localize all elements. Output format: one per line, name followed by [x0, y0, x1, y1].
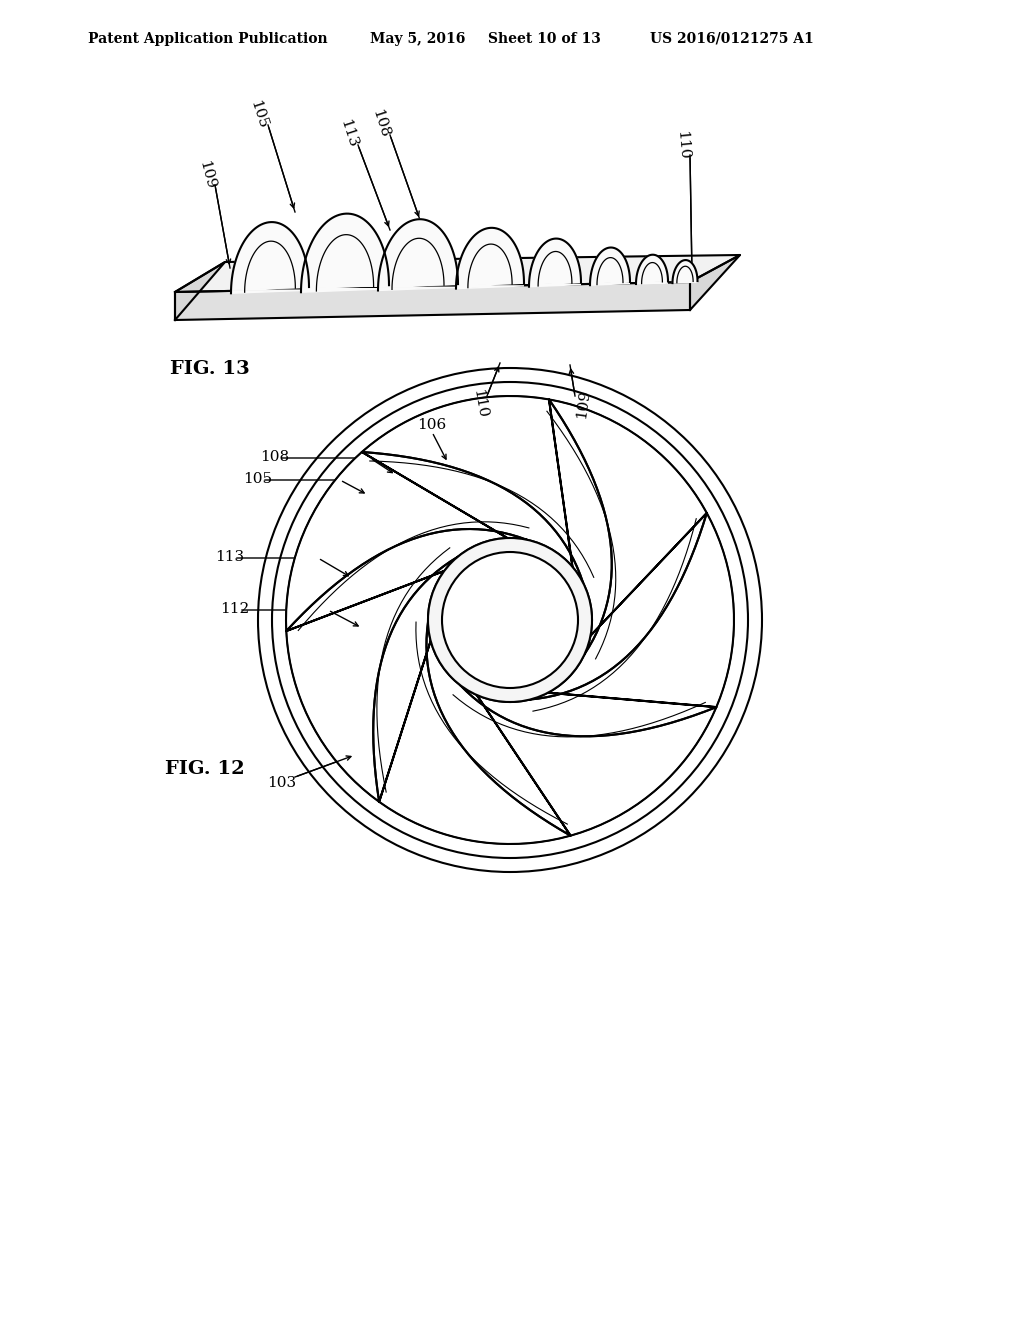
Ellipse shape — [428, 539, 592, 702]
Text: May 5, 2016: May 5, 2016 — [370, 32, 465, 46]
Text: Sheet 10 of 13: Sheet 10 of 13 — [488, 32, 601, 46]
Polygon shape — [287, 529, 526, 801]
Polygon shape — [286, 451, 583, 631]
Text: FIG. 12: FIG. 12 — [165, 760, 245, 777]
Polygon shape — [378, 219, 458, 290]
Polygon shape — [231, 222, 309, 293]
Polygon shape — [456, 228, 524, 289]
Text: 105: 105 — [243, 473, 272, 486]
Polygon shape — [426, 622, 717, 836]
Text: Patent Application Publication: Patent Application Publication — [88, 32, 328, 46]
Text: 112: 112 — [220, 602, 249, 616]
Text: 106: 106 — [418, 418, 446, 432]
Polygon shape — [461, 513, 734, 737]
Polygon shape — [373, 557, 570, 843]
Polygon shape — [530, 400, 707, 700]
Text: US 2016/0121275 A1: US 2016/0121275 A1 — [650, 32, 814, 46]
Text: FIG. 13: FIG. 13 — [170, 360, 250, 378]
Text: 110: 110 — [471, 388, 489, 420]
Text: 113: 113 — [215, 550, 244, 564]
Polygon shape — [590, 248, 630, 285]
Polygon shape — [301, 214, 389, 292]
Polygon shape — [636, 255, 668, 284]
Text: 109: 109 — [574, 388, 592, 420]
Polygon shape — [175, 261, 225, 319]
Polygon shape — [175, 255, 740, 292]
Ellipse shape — [442, 552, 578, 688]
Text: 109: 109 — [197, 160, 217, 191]
Polygon shape — [361, 396, 611, 653]
Text: 113: 113 — [337, 117, 359, 150]
Text: 105: 105 — [247, 99, 269, 131]
Polygon shape — [529, 239, 581, 286]
Ellipse shape — [258, 368, 762, 873]
Polygon shape — [673, 260, 697, 282]
Text: 103: 103 — [267, 776, 297, 789]
Text: 110: 110 — [674, 129, 690, 160]
Text: 108: 108 — [369, 108, 391, 140]
Polygon shape — [690, 255, 740, 310]
Text: 108: 108 — [260, 450, 289, 465]
Polygon shape — [175, 282, 690, 319]
